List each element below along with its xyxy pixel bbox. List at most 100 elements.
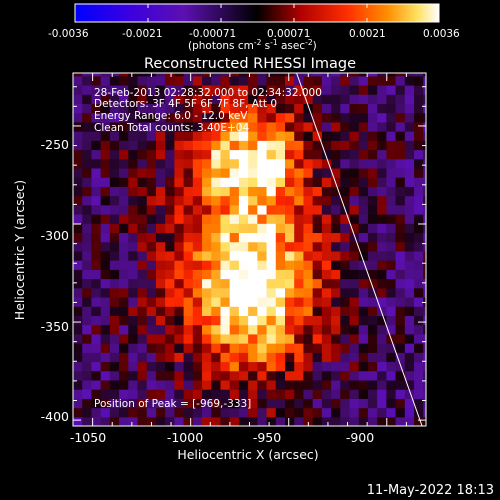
heatmap-cell bbox=[248, 407, 258, 418]
heatmap-cell bbox=[183, 306, 194, 316]
heatmap-cell bbox=[91, 361, 102, 372]
heatmap-cell bbox=[285, 103, 295, 114]
limb-line bbox=[296, 72, 423, 427]
heatmap-cell bbox=[183, 315, 194, 326]
heatmap-cell bbox=[275, 296, 286, 307]
heatmap-cell bbox=[155, 278, 166, 289]
heatmap-cell bbox=[100, 278, 111, 289]
heatmap-cell bbox=[91, 315, 102, 326]
heatmap-cell bbox=[220, 407, 231, 418]
heatmap-cell bbox=[358, 343, 369, 353]
heatmap-cell bbox=[183, 158, 194, 169]
heatmap-cell bbox=[395, 149, 406, 160]
heatmap-cell bbox=[312, 250, 323, 261]
heatmap-cell bbox=[377, 416, 387, 426]
heatmap-cell bbox=[174, 223, 185, 234]
heatmap-cell bbox=[349, 398, 360, 409]
heatmap-cell bbox=[174, 333, 185, 344]
heatmap-cell bbox=[91, 352, 102, 363]
heatmap-cell bbox=[312, 112, 323, 123]
heatmap-cell bbox=[82, 260, 93, 270]
heatmap-cell bbox=[192, 195, 203, 206]
heatmap-cell bbox=[128, 149, 139, 160]
heatmap-cell bbox=[100, 352, 111, 363]
heatmap-cell bbox=[248, 158, 258, 169]
heatmap-cell bbox=[275, 361, 286, 372]
heatmap-cell bbox=[119, 296, 129, 307]
heatmap-cell bbox=[395, 389, 406, 399]
heatmap-cell bbox=[386, 416, 397, 426]
heatmap-cell bbox=[183, 416, 194, 426]
heatmap-cell bbox=[155, 361, 166, 372]
heatmap-cell bbox=[331, 389, 341, 399]
heatmap-cell bbox=[119, 167, 129, 178]
heatmap-cell bbox=[220, 177, 231, 187]
heatmap-cell bbox=[100, 241, 111, 252]
heatmap-cell bbox=[183, 214, 194, 224]
heatmap-cell bbox=[183, 250, 194, 261]
heatmap-cell bbox=[266, 306, 277, 316]
heatmap-cell bbox=[349, 416, 360, 426]
heatmap-cell bbox=[220, 333, 231, 344]
heatmap-cell bbox=[146, 84, 157, 95]
heatmap-cell bbox=[404, 103, 415, 114]
heatmap-cell bbox=[73, 84, 83, 95]
heatmap-cell bbox=[146, 278, 157, 289]
heatmap-cell bbox=[285, 149, 295, 160]
heatmap-cell bbox=[238, 287, 249, 298]
heatmap-cell bbox=[266, 158, 277, 169]
heatmap-cell bbox=[174, 103, 185, 114]
heatmap-cell bbox=[321, 103, 332, 114]
heatmap-cell bbox=[404, 177, 415, 187]
heatmap-cell bbox=[414, 241, 424, 252]
heatmap-cell bbox=[174, 343, 185, 353]
heatmap-cell bbox=[100, 223, 111, 234]
heatmap-cell bbox=[340, 370, 351, 381]
heatmap-cell bbox=[404, 121, 415, 132]
heatmap-cell bbox=[183, 131, 194, 141]
heatmap-cell bbox=[82, 269, 93, 280]
heatmap-cell bbox=[220, 416, 231, 426]
heatmap-cell bbox=[137, 232, 148, 243]
heatmap-cell bbox=[395, 315, 406, 326]
heatmap-cell bbox=[211, 278, 222, 289]
heatmap-cell bbox=[275, 333, 286, 344]
heatmap-cell bbox=[183, 343, 194, 353]
heatmap-cell bbox=[275, 287, 286, 298]
heatmap-cell bbox=[349, 352, 360, 363]
heatmap-cell bbox=[238, 131, 249, 141]
heatmap-cell bbox=[119, 140, 129, 151]
heatmap-cell bbox=[128, 94, 139, 104]
heatmap-cell bbox=[183, 324, 194, 335]
heatmap-cell bbox=[128, 379, 139, 390]
heatmap-cell bbox=[423, 306, 426, 316]
heatmap-cell bbox=[331, 112, 341, 123]
heatmap-cell bbox=[275, 140, 286, 151]
heatmap-cell bbox=[349, 149, 360, 160]
heatmap-cell bbox=[146, 232, 157, 243]
heatmap-cell bbox=[303, 269, 314, 280]
heatmap-cell bbox=[220, 112, 231, 123]
heatmap-cell bbox=[73, 103, 83, 114]
heatmap-cell bbox=[165, 315, 175, 326]
heatmap-cell bbox=[211, 214, 222, 224]
heatmap-cell bbox=[183, 75, 194, 86]
heatmap-cell bbox=[367, 232, 378, 243]
heatmap-cell bbox=[229, 343, 240, 353]
heatmap-cell bbox=[377, 121, 387, 132]
heatmap-cell bbox=[285, 269, 295, 280]
heatmap-cell bbox=[331, 361, 341, 372]
heatmap-cell bbox=[340, 223, 351, 234]
heatmap-cell bbox=[367, 333, 378, 344]
heatmap-cell bbox=[340, 324, 351, 335]
y-tick-label-1: -300 bbox=[41, 228, 69, 243]
heatmap-cell bbox=[340, 75, 351, 86]
heatmap-cell bbox=[137, 278, 148, 289]
heatmap-cell bbox=[146, 407, 157, 418]
heatmap-cell bbox=[266, 241, 277, 252]
heatmap-cell bbox=[386, 167, 397, 178]
heatmap-cell bbox=[73, 177, 83, 187]
heatmap-cell bbox=[174, 204, 185, 215]
heatmap-cell bbox=[202, 73, 212, 77]
heatmap-cell bbox=[321, 260, 332, 270]
